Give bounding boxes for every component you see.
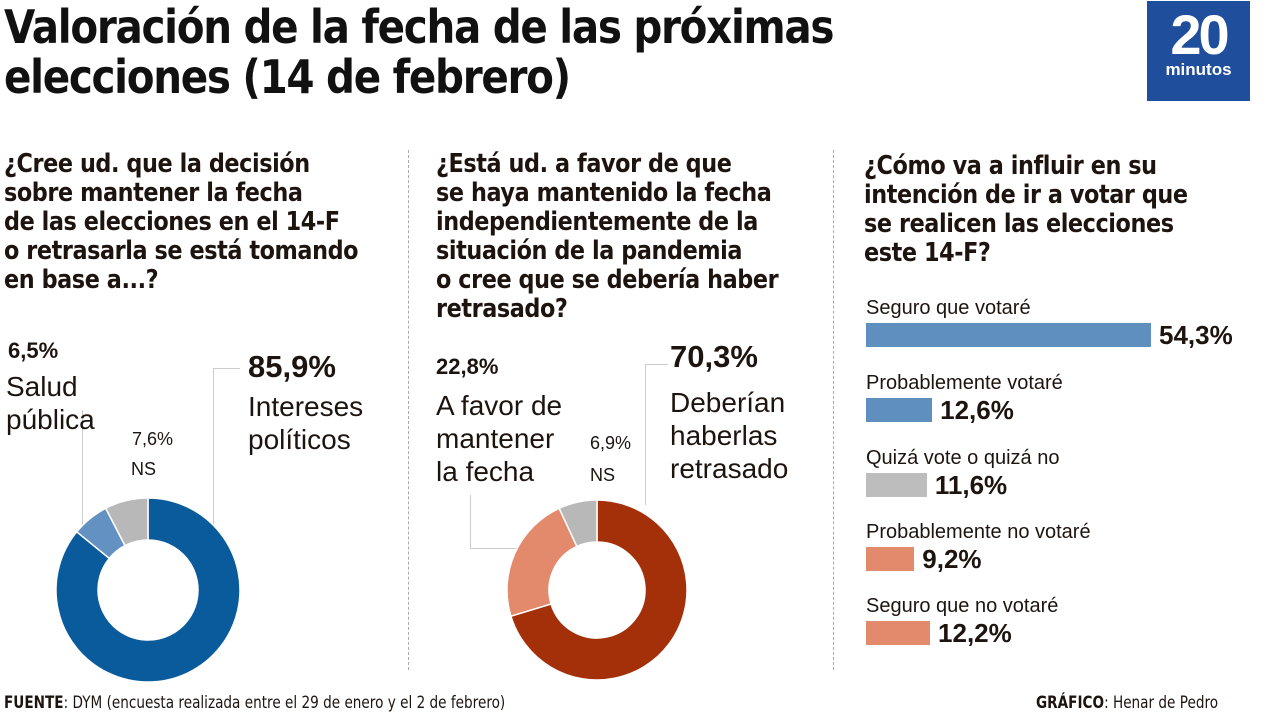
donut2-main-label: Deberían haberlas retrasado — [670, 387, 789, 484]
question-3: ¿Cómo va a influir en su intención de ir… — [864, 151, 1188, 268]
bar-value-label: 9,2% — [922, 543, 982, 574]
source-note: FUENTE: DYM (encuesta realizada entre el… — [4, 692, 505, 714]
donut1-main-pct: 85,9% — [248, 349, 336, 384]
bar-row: Quizá vote o quizá no 11,6% — [866, 447, 1060, 500]
column-divider — [408, 150, 409, 670]
donut1-main-label: Intereses políticos — [248, 391, 364, 455]
donut1-ns-label: NS — [131, 459, 157, 479]
donut-slice — [506, 507, 578, 618]
credit-note: GRÁFICO: Henar de Pedro — [1036, 692, 1218, 714]
bar — [866, 398, 933, 422]
page-title: Valoración de la fecha de las próximas e… — [4, 0, 834, 104]
source-text: : DYM (encuesta realizada entre el 29 de… — [63, 693, 506, 713]
bar-value-label: 12,6% — [940, 394, 1014, 425]
column-divider — [833, 150, 834, 670]
bar — [866, 621, 931, 645]
donut1-ns-pct: 7,6% — [132, 429, 174, 449]
bar-row: Probablemente no votaré 9,2% — [866, 521, 1091, 574]
donut2-main-pct: 70,3% — [670, 339, 758, 374]
bar-row: Probablemente votaré 12,6% — [866, 372, 1063, 425]
donut-slice — [104, 497, 149, 547]
logo-number: 20 — [1170, 3, 1229, 66]
bar — [866, 547, 915, 571]
source-label: FUENTE — [4, 693, 64, 713]
donut2-ns-pct: 6,9% — [590, 433, 632, 453]
bar-row: Seguro que no votaré 12,2% — [866, 595, 1059, 648]
bar-value-label: 12,2% — [938, 617, 1012, 648]
donut-slice — [509, 499, 688, 681]
credit-label: GRÁFICO — [1036, 693, 1105, 713]
brand-logo: 20 minutos — [1147, 1, 1250, 101]
bar-category-label: Seguro que votaré — [866, 297, 1031, 319]
donut2-favor-pct: 22,8% — [436, 354, 499, 379]
bar-row: Seguro que votaré 54,3% — [866, 297, 1233, 350]
bar — [866, 323, 1151, 347]
donut-slice — [55, 497, 241, 683]
donut-chart-1 — [55, 497, 241, 683]
donut1-salud-label: Salud pública — [6, 371, 95, 435]
donut2-ns-label: NS — [590, 465, 616, 485]
bar-category-label: Seguro que no votaré — [866, 595, 1059, 617]
donut-slice — [558, 499, 598, 548]
bar-value-label: 54,3% — [1159, 319, 1233, 350]
question-1: ¿Cree ud. que la decisión sobre mantener… — [4, 149, 359, 295]
leader-line — [213, 368, 240, 539]
logo-text: minutos — [1165, 60, 1232, 79]
leader-line — [82, 410, 83, 580]
question-2: ¿Está ud. a favor de que se haya manteni… — [436, 149, 779, 324]
donut1-salud-pct: 6,5% — [8, 338, 59, 363]
bar-category-label: Probablemente votaré — [866, 372, 1063, 394]
bar — [866, 473, 927, 497]
bar-value-label: 11,6% — [934, 469, 1008, 500]
donut2-favor-label: A favor de mantener la fecha — [436, 390, 563, 487]
bar-category-label: Probablemente no votaré — [866, 521, 1091, 543]
bar-category-label: Quizá vote o quizá no — [866, 447, 1060, 469]
leader-line — [645, 364, 668, 505]
credit-text: : Henar de Pedro — [1104, 693, 1219, 713]
donut-chart-2 — [506, 499, 688, 681]
